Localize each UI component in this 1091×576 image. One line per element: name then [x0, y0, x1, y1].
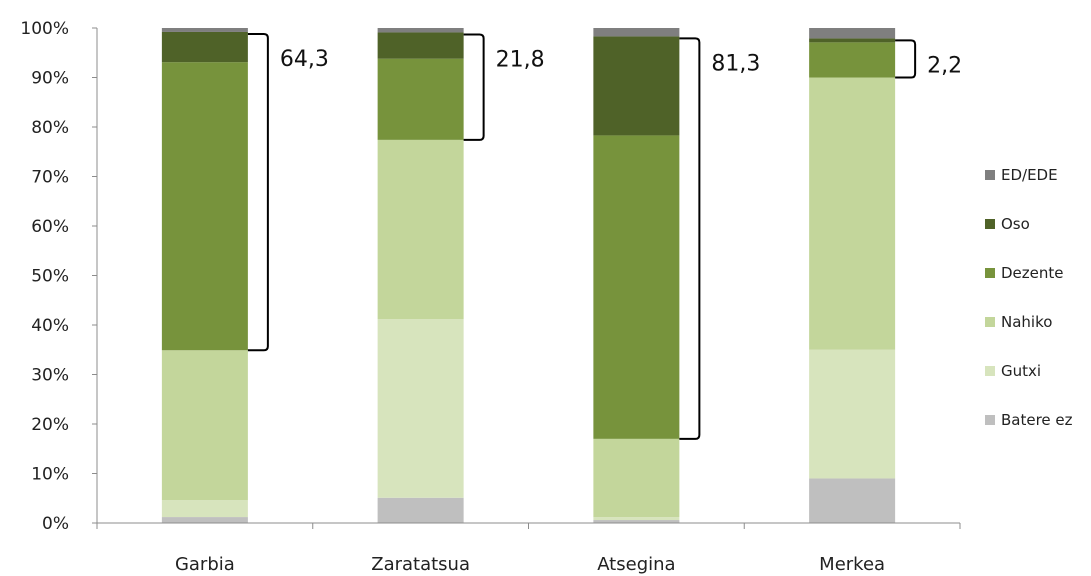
legend-swatch: [985, 268, 995, 278]
bar-segment: [161, 28, 248, 32]
bar-segment: [809, 38, 896, 43]
bar-segment: [161, 500, 248, 518]
bar-segment: [593, 135, 680, 439]
y-tick-label: 30%: [31, 366, 69, 386]
y-axis: 0% 10% 20% 30% 40% 50% 60% 70% 80% 90% 100%: [20, 19, 98, 534]
y-tick-label: 70%: [31, 168, 69, 188]
bar-segment: [161, 62, 248, 351]
bar-segment: [161, 31, 248, 63]
y-tick-label: 90%: [31, 69, 69, 89]
bar-segment: [809, 42, 896, 78]
legend-label: Gutxi: [1001, 362, 1041, 380]
x-axis: Garbia Zaratatsua Atsegina Merkea: [96, 522, 961, 575]
x-category-label: Atsegina: [597, 554, 675, 575]
legend-label: ED/EDE: [1001, 166, 1058, 184]
y-tick-label: 60%: [31, 217, 69, 237]
bar-segment: [809, 77, 896, 350]
legend-swatch: [985, 415, 995, 425]
bracket-annotations: 64,3 21,8 81,3 2,2: [247, 32, 962, 440]
bar-segment: [377, 28, 464, 33]
bar-segment: [593, 36, 680, 136]
x-category-label: Merkea: [819, 554, 885, 575]
bar-segment: [593, 28, 680, 37]
bracket-label: 21,8: [496, 47, 545, 72]
legend-label: Nahiko: [1001, 313, 1052, 331]
bar-segment: [809, 28, 896, 39]
x-category-label: Garbia: [175, 554, 235, 575]
y-tick-label: 80%: [31, 118, 69, 138]
y-tick-label: 10%: [31, 465, 69, 485]
bar-segment: [377, 32, 464, 59]
legend-swatch: [985, 366, 995, 376]
bar-segment: [161, 517, 248, 523]
bracket: [679, 37, 701, 440]
y-tick-label: 100%: [20, 19, 69, 39]
bar-segment: [377, 58, 464, 140]
bracket: [895, 39, 917, 79]
legend-label: Batere ez: [1001, 411, 1073, 429]
bracket: [463, 33, 485, 141]
bracket: [247, 32, 269, 352]
bar-segment: [809, 478, 896, 523]
y-tick-label: 0%: [42, 514, 69, 534]
y-tick-label: 20%: [31, 415, 69, 435]
y-tick-label: 40%: [31, 316, 69, 336]
bars: [161, 28, 896, 523]
y-tick-label: 50%: [31, 267, 69, 287]
legend: ED/EDE Oso Dezente Nahiko Gutxi Batere ez: [985, 166, 1073, 429]
bar-segment: [593, 520, 680, 523]
bar-segment: [377, 497, 464, 523]
x-category-label: Zaratatsua: [371, 554, 470, 575]
legend-label: Oso: [1001, 215, 1030, 233]
legend-swatch: [985, 170, 995, 180]
bar-segment: [377, 319, 464, 498]
legend-swatch: [985, 317, 995, 327]
legend-swatch: [985, 219, 995, 229]
bar-segment: [161, 350, 248, 501]
bracket-label: 2,2: [927, 53, 962, 78]
bar-segment: [377, 139, 464, 320]
bar-segment: [809, 349, 896, 479]
bracket-label: 81,3: [711, 51, 760, 76]
bracket-label: 64,3: [280, 47, 329, 72]
legend-label: Dezente: [1001, 264, 1064, 282]
bar-segment: [593, 438, 680, 518]
bar-segment: [593, 517, 680, 521]
